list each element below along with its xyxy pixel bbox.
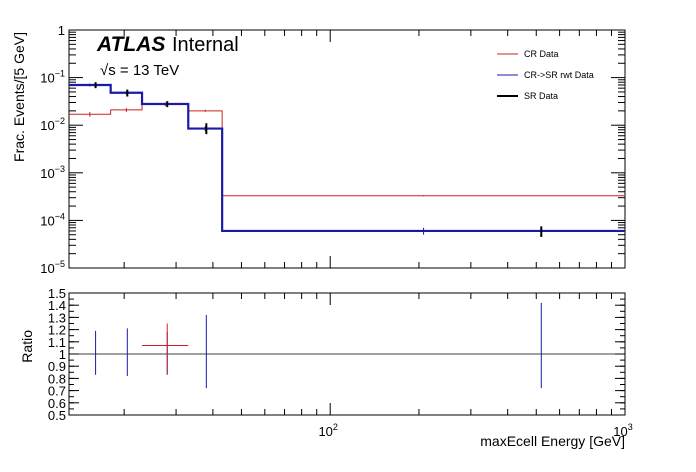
y-tick-exponent: −2 (55, 116, 65, 126)
x-tick-mantissa: 10 (318, 424, 332, 439)
ratio-y-tick-label: 0.9 (48, 359, 66, 374)
y-tick-exponent: −4 (55, 211, 65, 221)
y-tick-mantissa: 10 (40, 213, 54, 228)
energy-sqrt: √s (100, 62, 116, 79)
y-tick-exponent: −5 (55, 259, 65, 269)
y-tick-label: 10−4 (40, 211, 65, 228)
ratio-y-tick-label: 1 (59, 347, 66, 362)
cr-data-histogram (69, 104, 625, 197)
y-tick-mantissa: 10 (40, 166, 54, 181)
y-tick-mantissa: 10 (40, 261, 54, 276)
ratio-y-axis-title: Ratio (19, 330, 35, 363)
y-tick-label: 10−5 (40, 259, 65, 276)
y-tick-label: 10−1 (40, 69, 65, 86)
ratio-y-tick-label: 0.5 (48, 408, 66, 423)
internal-label: Internal (172, 34, 239, 56)
ratio-y-tick-label: 1.5 (48, 286, 66, 301)
cr-sr-rwt-histogram (69, 83, 625, 233)
ratio-y-tick-label: 1.4 (48, 298, 66, 313)
y-tick-exponent: −3 (55, 164, 65, 174)
ratio-y-tick-label: 1.1 (48, 335, 66, 350)
main-plot-frame (68, 29, 626, 269)
y-tick-label: 1 (58, 23, 65, 38)
atlas-label: ATLAS (96, 33, 165, 56)
y-tick-exponent: −1 (55, 69, 65, 79)
y-tick-label: 10−3 (40, 164, 65, 181)
legend-label: CR->SR rwt Data (524, 70, 594, 80)
main-y-axis-title: Frac. Events/[5 GeV] (11, 32, 27, 162)
y-tick-mantissa: 1 (58, 23, 65, 38)
y-tick-mantissa: 10 (40, 118, 54, 133)
y-tick-label: 10−2 (40, 116, 65, 133)
x-tick-label: 103 (613, 422, 632, 439)
legend-label: SR Data (524, 91, 558, 101)
ratio-y-tick-label: 1.3 (48, 310, 66, 325)
x-tick-exponent: 2 (333, 422, 338, 432)
ratio-y-tick-label: 1.2 (48, 323, 66, 338)
energy-value: = 13 TeV (116, 62, 180, 79)
ratio-y-tick-label: 0.8 (48, 371, 66, 386)
x-tick-exponent: 3 (628, 422, 633, 432)
ratio-y-tick-label: 0.6 (48, 396, 66, 411)
x-axis-title: maxEcell Energy [GeV] (480, 433, 625, 449)
x-tick-mantissa: 10 (613, 424, 627, 439)
legend-label: CR Data (524, 49, 559, 59)
y-tick-mantissa: 10 (40, 71, 54, 86)
x-tick-label: 102 (318, 422, 337, 439)
ratio-y-tick-label: 0.7 (48, 384, 66, 399)
energy-label: √s = 13 TeV (100, 62, 179, 79)
